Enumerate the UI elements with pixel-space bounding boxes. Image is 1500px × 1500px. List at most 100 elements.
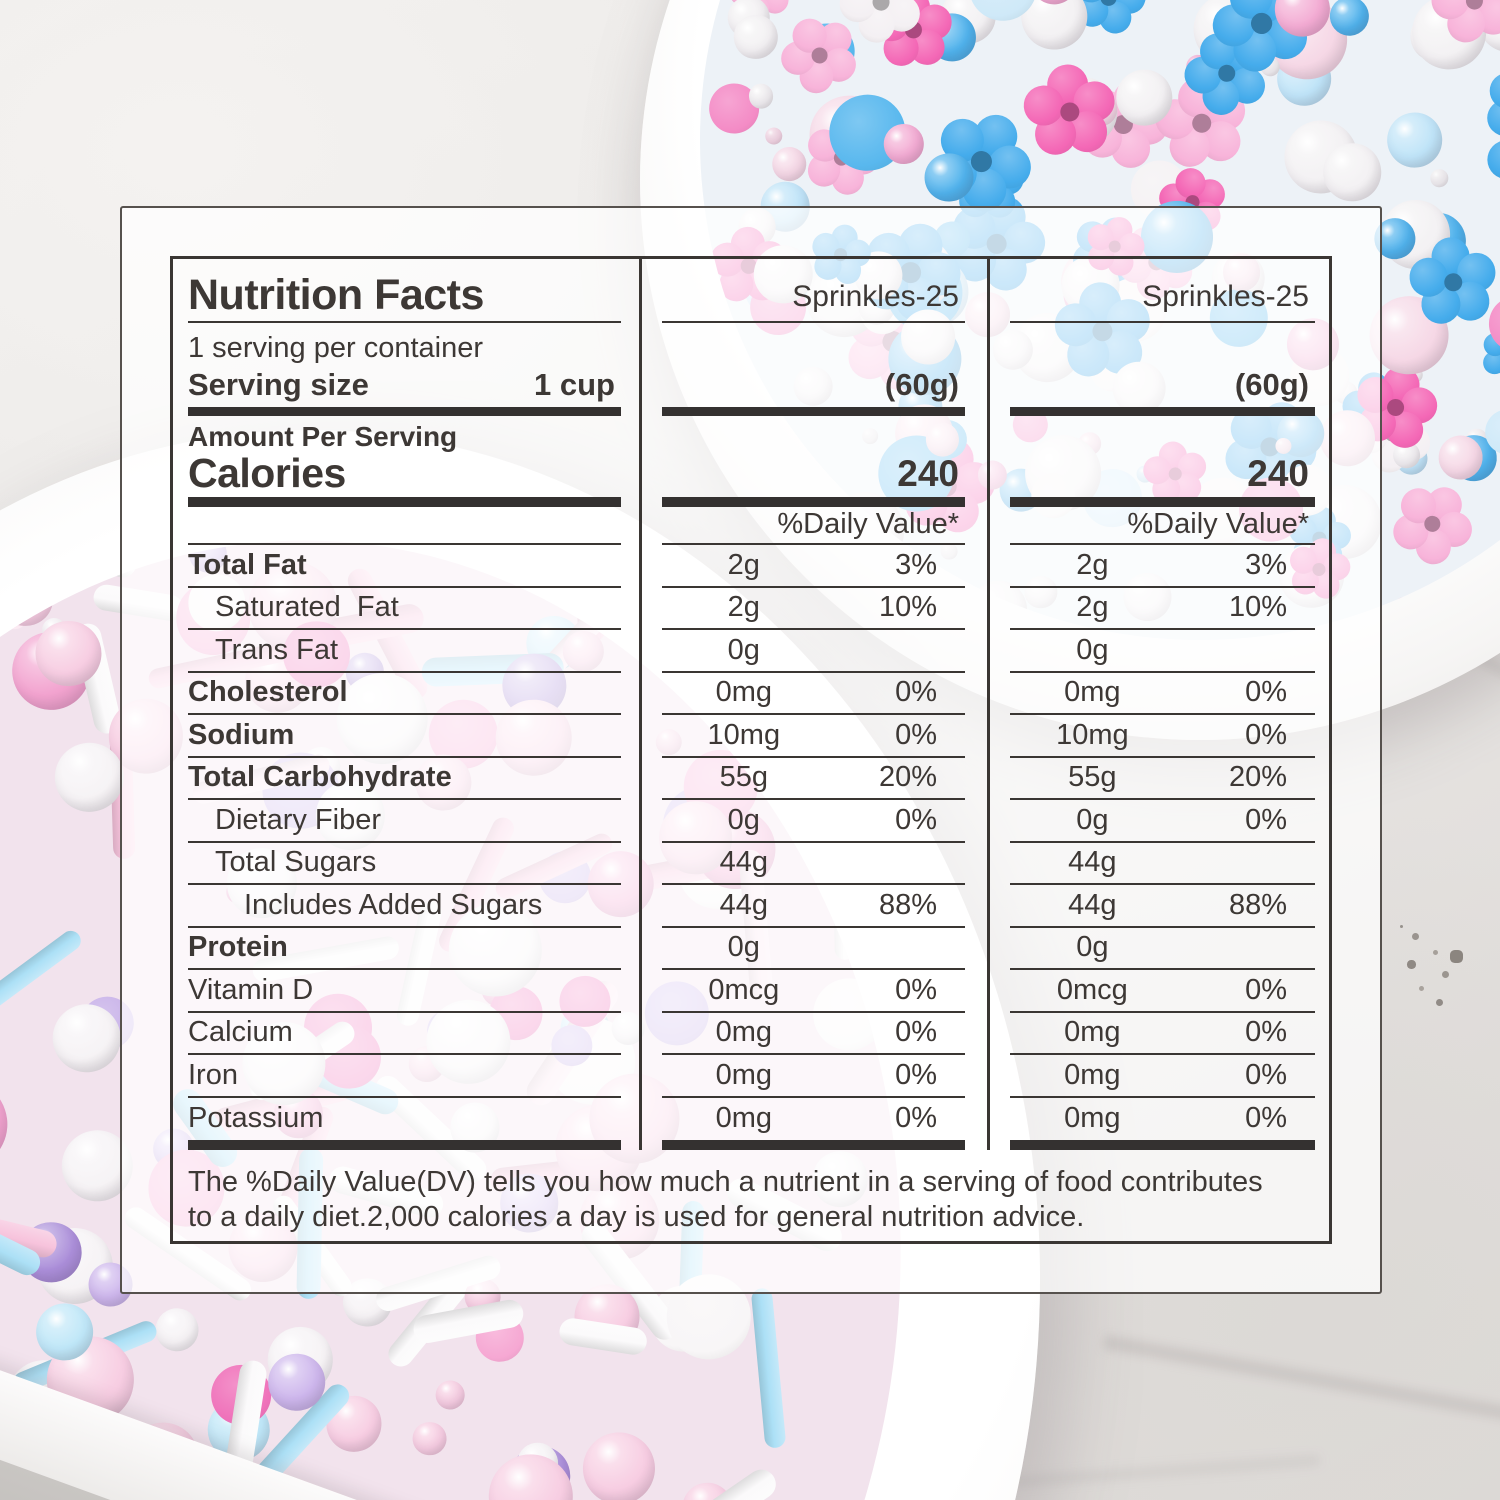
nutrient-daily-value: 20% [878, 761, 937, 794]
daily-value-header-row: %Daily Value* [1010, 507, 1315, 545]
nutrient-values-row: 2g 10% [1010, 588, 1315, 630]
divider-bar [662, 407, 965, 416]
marble-speckles [1400, 925, 1403, 928]
pearl-sprinkle [580, 1429, 658, 1500]
nutrient-name: Total Carbohydrate [188, 761, 452, 794]
serving-info: 1 serving per container Serving size 1 c… [188, 323, 621, 407]
nutrient-values-row: 0mg 0% [1010, 1098, 1315, 1141]
nutrient-row: Cholesterol [188, 673, 621, 715]
nutrient-daily-value: 0% [1245, 973, 1287, 1006]
daily-value-header-row: %Daily Value* [662, 507, 965, 545]
column-divider [987, 259, 990, 1150]
serving-weight: (60g) [1234, 367, 1309, 402]
nutrient-amount: 2g [727, 591, 760, 624]
nutrient-amount: 44g [719, 846, 768, 879]
nutrient-values-row: 0mg 0% [662, 673, 965, 715]
pearl-sprinkle [434, 1379, 466, 1411]
nutrient-name: Iron [188, 1058, 238, 1091]
nutrient-row: Saturated Fat [188, 588, 621, 630]
nutrient-amount: 55g [719, 761, 768, 794]
nutrient-row: Includes Added Sugars [188, 885, 621, 928]
nutrient-row: Vitamin D [188, 970, 621, 1013]
nutrient-amount: 0mg [1064, 1102, 1121, 1135]
nutrient-values-row: 0g 0% [1010, 800, 1315, 843]
nutrient-values-row: 0g [662, 928, 965, 970]
nutrient-amount: 0mcg [1056, 973, 1128, 1006]
pearl-sprinkle [411, 1420, 448, 1457]
nutrient-row: Dietary Fiber [188, 800, 621, 843]
pearl-sprinkle [764, 126, 784, 146]
daily-value-header: %Daily Value* [777, 508, 959, 540]
nutrient-amount: 0g [1076, 803, 1109, 836]
nutrient-values-row: 0mcg 0% [1010, 970, 1315, 1013]
title-row: Sprinkles-25 [662, 259, 965, 323]
nutrient-daily-value: 0% [895, 803, 937, 836]
nutrient-row: Iron [188, 1055, 621, 1098]
nutrient-amount: 55g [1068, 761, 1117, 794]
product-column-2: Sprinkles-25 (60g) 240 %Daily Value* 2g 3… [1010, 259, 1315, 1150]
nutrient-name: Sodium [188, 718, 295, 751]
nutrient-values-row: 0mg 0% [662, 1055, 965, 1098]
nutrient-amount: 2g [1076, 591, 1109, 624]
nutrient-amount: 0g [727, 633, 760, 666]
pearl-sprinkle [154, 1306, 201, 1354]
nutrient-values-row: 0mg 0% [1010, 673, 1315, 715]
nutrient-amount: 0g [727, 803, 760, 836]
nutrient-amount: 0mg [1064, 1058, 1121, 1091]
divider-bar [1010, 497, 1315, 507]
nutrient-values-row: 0g [1010, 630, 1315, 673]
divider-bar [188, 497, 621, 507]
nutrient-values-row: 0mg 0% [1010, 1013, 1315, 1055]
nutrient-amount: 2g [727, 548, 760, 581]
nutrient-daily-value: 0% [1245, 1058, 1287, 1091]
flower-sprinkle [1021, 63, 1116, 159]
nutrient-amount: 44g [1068, 888, 1117, 921]
nutrient-name: Calcium [188, 1016, 293, 1049]
daily-value-header-row [188, 507, 621, 545]
nutrient-name: Total Sugars [215, 846, 377, 879]
footnote-line: to a daily diet.2,000 calories a day is … [188, 1201, 1085, 1233]
nutrient-daily-value: 0% [895, 973, 937, 1006]
pearl-sprinkle [0, 1075, 10, 1174]
nutrient-values-row: 2g 10% [662, 588, 965, 630]
pearl-sprinkle [1429, 168, 1450, 188]
nutrient-row: Protein [188, 928, 621, 970]
calories-block: Amount Per Serving Calories [188, 416, 621, 497]
nutrition-panel: Nutrition Facts 1 serving per container … [120, 206, 1382, 1294]
nutrient-values-row: 2g 3% [1010, 545, 1315, 588]
nutrient-amount: 44g [1068, 846, 1117, 879]
nutrient-row: Calcium [188, 1013, 621, 1055]
servings-per-container: 1 serving per container [188, 331, 483, 364]
nutrient-name: Dietary Fiber [215, 803, 381, 836]
nutrient-daily-value: 0% [895, 1102, 937, 1135]
nutrient-values-row: 0mcg 0% [662, 970, 965, 1013]
nutrient-amount: 0mg [715, 676, 773, 709]
serving-size-label: Serving size [188, 366, 369, 402]
nutrient-values-row: 0mg 0% [1010, 1055, 1315, 1098]
nutrient-amount: 44g [719, 888, 768, 921]
nutrient-values-row: 44g 88% [1010, 885, 1315, 928]
nutrient-amount: 0mg [715, 1102, 773, 1135]
nutrient-values-row: 0g 0% [662, 800, 965, 843]
nutrient-name: Vitamin D [188, 973, 314, 1006]
column-divider [639, 259, 642, 1150]
nutrient-row: Sodium [188, 715, 621, 758]
nutrient-values-row: 44g [1010, 843, 1315, 885]
divider-bar [188, 1140, 621, 1150]
rod-sprinkle [750, 1287, 787, 1450]
nutrient-values-row: 0mg 0% [662, 1013, 965, 1055]
daily-value-footnote: The %Daily Value(DV) tells you how much … [188, 1165, 1322, 1235]
nutrient-values-row: 10mg 0% [1010, 715, 1315, 758]
nutrient-daily-value: 0% [895, 1016, 937, 1049]
nutrient-values-row: 44g [662, 843, 965, 885]
flower-petal [1479, 132, 1500, 188]
nutrient-amount: 0g [727, 931, 760, 964]
nutrition-facts-title: Nutrition Facts [188, 271, 484, 319]
nutrition-facts-column: Nutrition Facts 1 serving per container … [188, 259, 621, 1150]
product-column-1: Sprinkles-25 (60g) 240 %Daily Value* 2g 3… [662, 259, 965, 1150]
divider-bar [1010, 1140, 1315, 1150]
nutrient-amount: 2g [1076, 548, 1109, 581]
daily-value-header: %Daily Value* [1127, 508, 1309, 540]
pearl-sprinkle [0, 769, 3, 857]
title-row: Nutrition Facts [188, 259, 621, 323]
